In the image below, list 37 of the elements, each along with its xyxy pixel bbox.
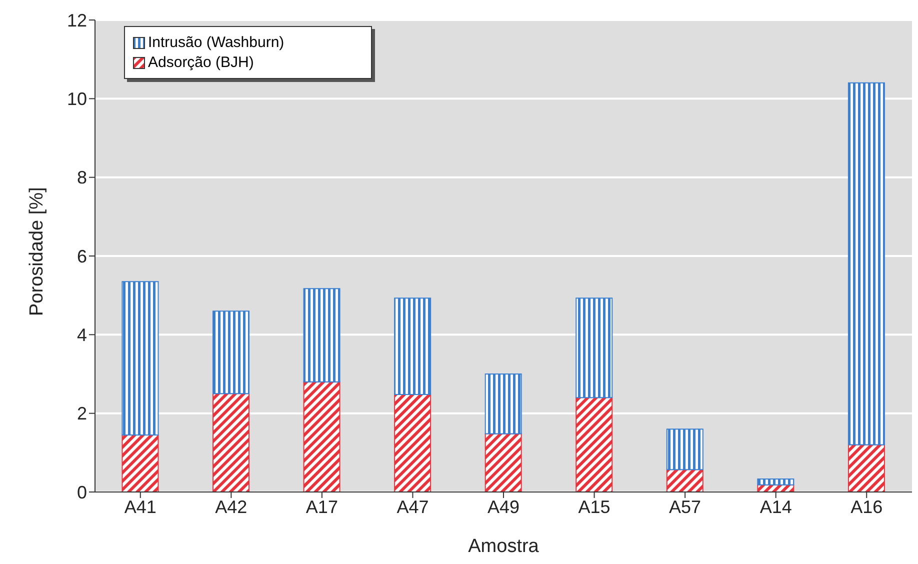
y-tick-label: 4 bbox=[76, 325, 87, 346]
x-axis-title: Amostra bbox=[468, 536, 540, 557]
y-tick-label: 0 bbox=[76, 482, 87, 502]
bar bbox=[212, 393, 250, 492]
x-tick-label: A17 bbox=[306, 496, 338, 517]
bar bbox=[122, 281, 159, 436]
bar bbox=[757, 478, 794, 486]
x-tick-label: A41 bbox=[124, 496, 156, 517]
y-tick-label: 12 bbox=[66, 10, 87, 30]
x-tick-label: A15 bbox=[578, 496, 610, 517]
y-tick-label: 6 bbox=[76, 246, 87, 266]
bar bbox=[484, 374, 522, 434]
x-tick-label: A14 bbox=[760, 496, 792, 517]
x-tick-label: A49 bbox=[487, 496, 520, 517]
x-tick-label: A42 bbox=[215, 496, 248, 517]
bar bbox=[212, 310, 250, 394]
x-tick-label: A16 bbox=[850, 496, 883, 517]
legend-label: Adsorção (BJH) bbox=[148, 54, 254, 71]
y-tick-label: 2 bbox=[76, 404, 87, 424]
bar bbox=[576, 397, 613, 492]
y-tick-label: 10 bbox=[66, 89, 87, 110]
y-axis-title: Porosidade [%] bbox=[26, 187, 48, 316]
x-tick-label: A57 bbox=[669, 496, 702, 517]
bar bbox=[394, 298, 432, 395]
bar bbox=[848, 444, 885, 492]
legend-label: Intrusão (Washburn) bbox=[148, 34, 284, 51]
x-tick-label: A47 bbox=[396, 496, 429, 517]
bar bbox=[122, 434, 159, 492]
bar bbox=[303, 381, 340, 492]
bar bbox=[484, 433, 522, 492]
y-tick-label: 8 bbox=[76, 168, 87, 188]
bar bbox=[666, 428, 704, 470]
bar bbox=[848, 82, 885, 446]
bar bbox=[303, 288, 340, 382]
bar bbox=[576, 298, 613, 398]
bar bbox=[666, 469, 704, 492]
bar bbox=[394, 394, 432, 492]
